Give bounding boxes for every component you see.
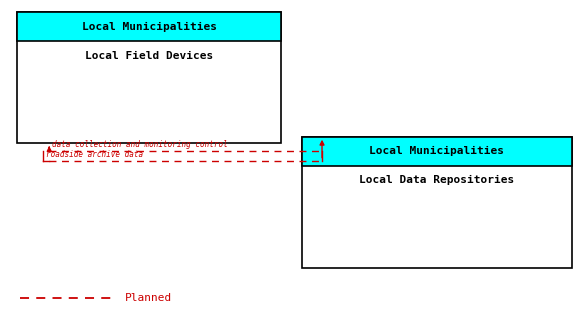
Bar bbox=[18, 12, 281, 143]
Bar bbox=[302, 137, 571, 268]
Text: Local Field Devices: Local Field Devices bbox=[85, 50, 213, 60]
Text: Local Municipalities: Local Municipalities bbox=[82, 22, 217, 32]
Text: Planned: Planned bbox=[125, 293, 172, 303]
Bar bbox=[302, 137, 571, 166]
Text: roadside archive data: roadside archive data bbox=[46, 150, 144, 159]
Text: data collection and monitoring control: data collection and monitoring control bbox=[52, 140, 228, 149]
Text: Local Municipalities: Local Municipalities bbox=[369, 146, 504, 156]
Text: Local Data Repositories: Local Data Repositories bbox=[359, 175, 515, 185]
Bar bbox=[18, 12, 281, 41]
